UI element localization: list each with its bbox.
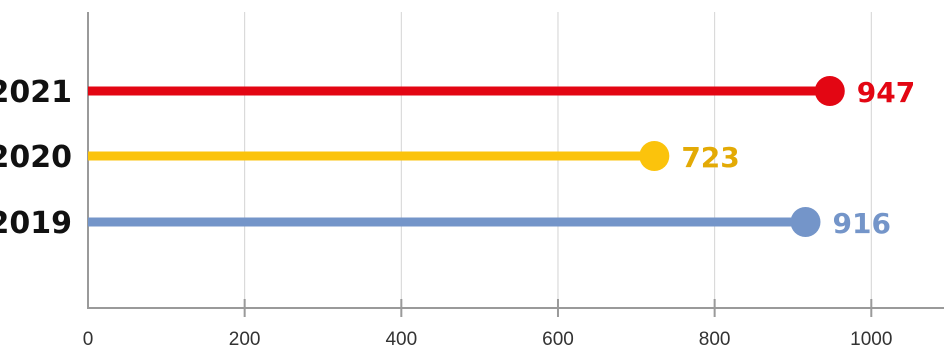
x-tick-label-800: 800 <box>699 329 731 350</box>
x-tick-label-0: 0 <box>83 329 94 350</box>
value-label-2021: 947 <box>857 76 915 109</box>
x-tick-label-400: 400 <box>385 329 417 350</box>
x-tick-label-200: 200 <box>229 329 261 350</box>
category-label-2020: 2020 <box>0 140 72 175</box>
lollipop-dot-2019 <box>790 207 821 237</box>
x-tick-label-600: 600 <box>542 329 574 350</box>
category-label-2021: 2021 <box>0 75 72 110</box>
value-label-2019: 916 <box>833 207 891 240</box>
x-ticks: 0 200 400 600 800 1000 <box>83 299 892 350</box>
series: 2021 947 2020 723 2019 916 <box>0 75 915 241</box>
lollipop-dot-2021 <box>814 76 845 106</box>
lollipop-dot-2020 <box>639 141 670 171</box>
value-label-2020: 723 <box>681 141 739 174</box>
category-label-2019: 2019 <box>0 206 72 241</box>
x-tick-label-1000: 1000 <box>850 329 892 350</box>
